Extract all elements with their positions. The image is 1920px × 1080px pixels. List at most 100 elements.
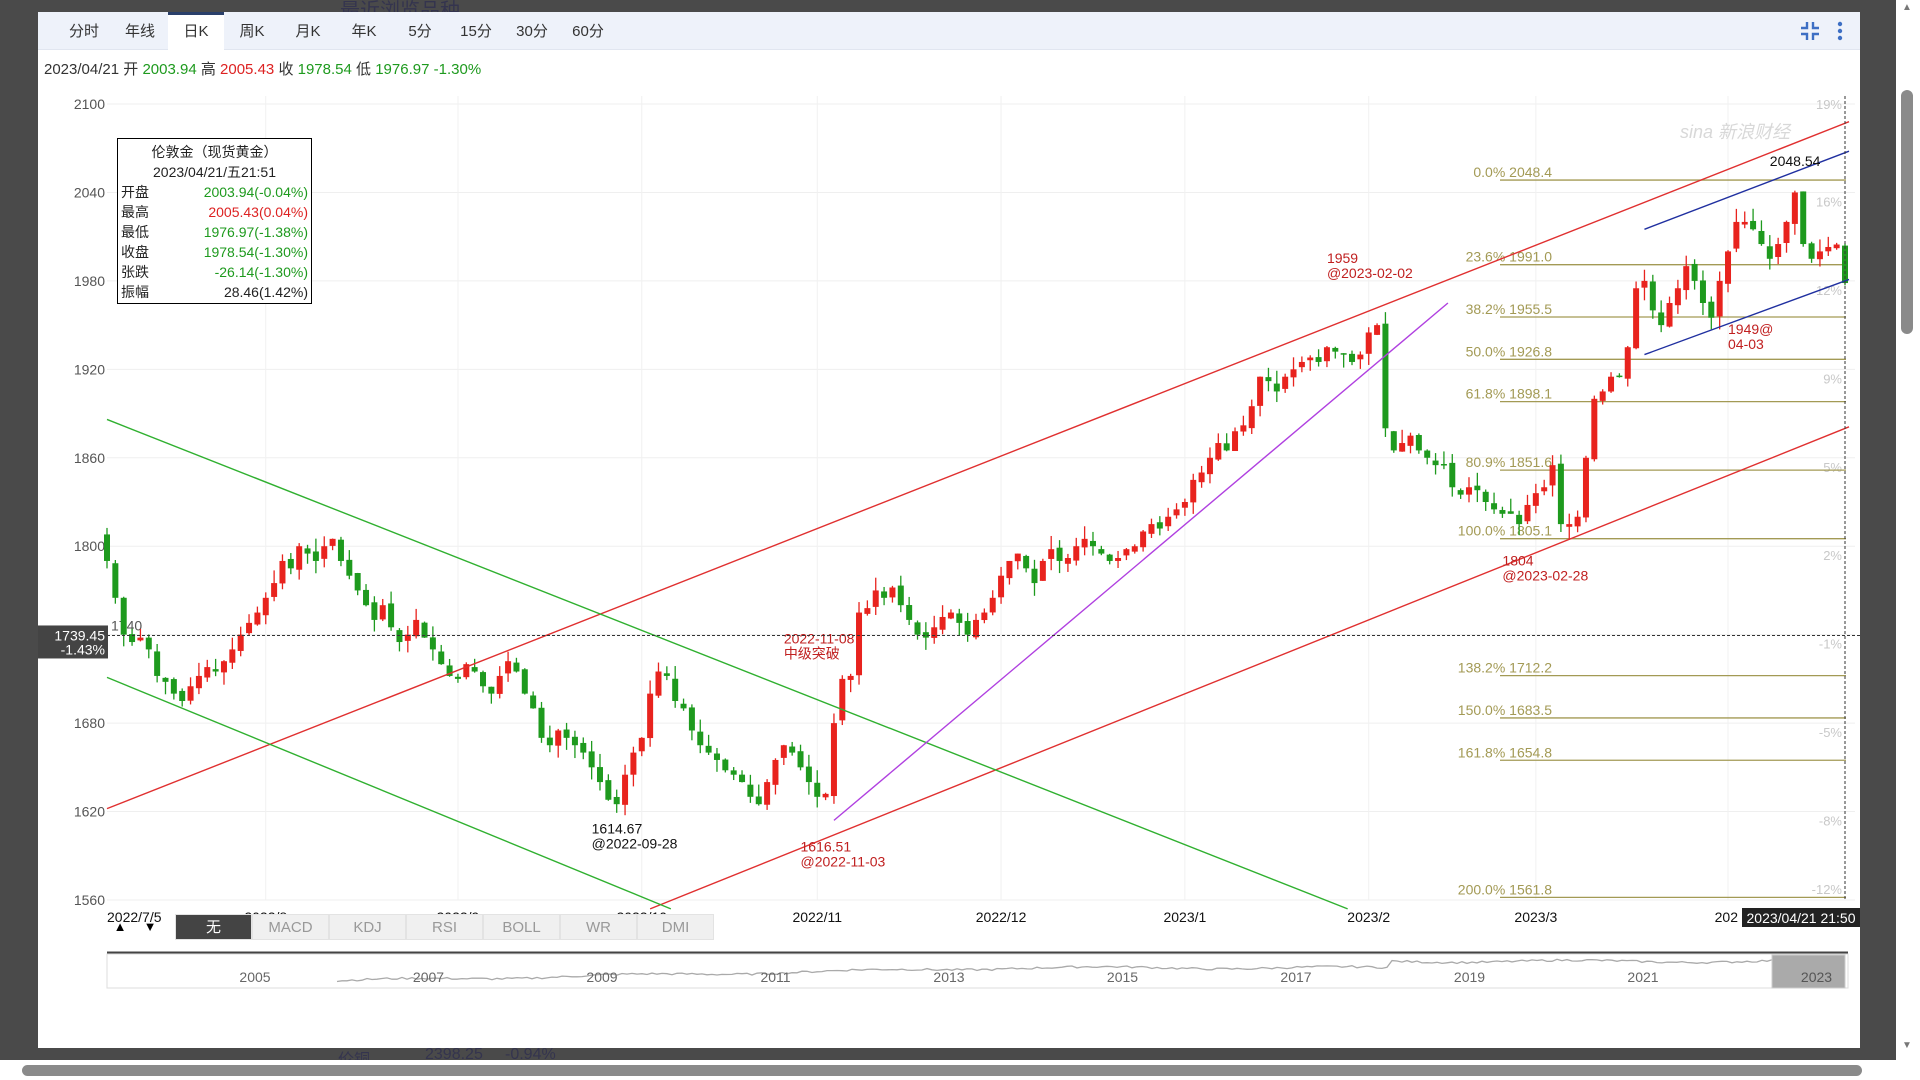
trend-line[interactable] (106, 418, 1348, 910)
candle-body (396, 630, 403, 643)
scroll-down-icon[interactable]: ▼ (1902, 1040, 1912, 1051)
fib-label: 161.8% 1654.8 (1458, 744, 1552, 760)
candle-body (413, 619, 420, 637)
candle-body (571, 736, 578, 746)
candle-body (129, 634, 136, 643)
candle-body (822, 793, 829, 798)
tab-1[interactable]: 年线 (124, 23, 155, 40)
more-vertical-icon[interactable] (1828, 19, 1852, 43)
candle-body (922, 632, 929, 638)
navigator[interactable] (106, 953, 1849, 989)
candle-body (1198, 472, 1205, 483)
vertical-scroll-thumb[interactable] (1901, 90, 1913, 334)
tab-0[interactable]: 分时 (68, 23, 99, 40)
scroll-up-arrow[interactable]: ▲ (113, 919, 127, 934)
candle-body (1474, 485, 1481, 491)
candle-body (638, 737, 645, 752)
indicator-tab-kdj[interactable]: KDJ (329, 914, 406, 940)
candle-body (747, 784, 754, 797)
tab-2[interactable]: 日K (168, 12, 224, 50)
x-tick-label: 202 (1715, 909, 1739, 925)
candle-body (780, 745, 787, 758)
candle-body (889, 587, 896, 598)
tooltip-row: 张跌 -26.14(-1.30%) (121, 262, 308, 282)
ohlc-info-line: 2023/04/21 开 2003.94 高 2005.43 收 1978.54… (44, 58, 481, 79)
indicator-tab-无[interactable]: 无 (175, 914, 252, 940)
indicator-tab-boll[interactable]: BOLL (483, 914, 560, 940)
candle-body (1156, 522, 1163, 529)
candle-body (346, 559, 353, 576)
candle-body (1123, 549, 1130, 556)
candle-body (739, 774, 746, 783)
candle-body (1215, 443, 1222, 460)
tooltip-value: 28.46(1.42%) (223, 284, 308, 300)
candle-body (187, 686, 194, 701)
trend-line[interactable] (106, 121, 1850, 810)
y-tick-label: 1620 (74, 804, 105, 820)
indicator-tab-macd[interactable]: MACD (252, 914, 329, 940)
candle-body (312, 551, 319, 561)
indicator-tab-rsi[interactable]: RSI (406, 914, 483, 940)
tooltip-row: 最低 1976.97(-1.38%) (121, 222, 308, 242)
compress-icon[interactable] (1798, 19, 1822, 43)
candle-body (1315, 357, 1322, 362)
candle-body (1725, 251, 1732, 284)
indicator-tab-wr[interactable]: WR (560, 914, 637, 940)
trend-line[interactable] (1644, 278, 1850, 356)
horizontal-scroll-thumb[interactable] (22, 1065, 1862, 1076)
scroll-down-arrow[interactable]: ▼ (143, 919, 157, 934)
tooltip-label: 最低 (121, 224, 149, 240)
y-tick-label: 1800 (74, 538, 105, 554)
annotation-label: 1959 (1327, 250, 1358, 266)
candle-body (1031, 568, 1038, 584)
info-close: 1978.54 (297, 61, 352, 78)
x-tick-label: 2022/12 (976, 909, 1027, 925)
pct-tick-label: 2% (1823, 548, 1842, 563)
tab-9[interactable]: 60分 (572, 23, 604, 40)
candle-body (1399, 443, 1406, 452)
trend-line[interactable] (649, 426, 1850, 910)
candle-body (371, 602, 378, 620)
tab-3[interactable]: 周K (239, 23, 265, 40)
background-row-change: -0.94% (505, 1046, 556, 1063)
trend-line[interactable] (106, 676, 672, 910)
navigator-price-line (336, 958, 1838, 983)
tooltip-datetime: 2023/04/21/五21:51 (153, 164, 276, 180)
x-tick-label: 2023/1 (1163, 909, 1206, 925)
candle-body (1440, 464, 1447, 466)
horizontal-scrollbar[interactable] (0, 1060, 1920, 1080)
candle-body (421, 622, 428, 638)
candle-body (1056, 547, 1063, 561)
sina-watermark-logo: sina 新浪财经 (1680, 122, 1792, 142)
candle-body (1039, 560, 1046, 581)
candle-body (296, 546, 303, 570)
candle-body (1240, 425, 1247, 432)
candle-body (388, 603, 395, 628)
tab-4[interactable]: 月K (295, 23, 321, 40)
info-low: 1976.97 (375, 61, 430, 78)
tooltip-label: 张跌 (121, 264, 149, 280)
vertical-scrollbar[interactable]: ▲ ▼ (1896, 0, 1920, 1060)
y-tick-label: 1560 (74, 892, 105, 908)
candle-body (647, 693, 654, 739)
candle-body (1541, 487, 1548, 492)
candle-body (1148, 524, 1155, 534)
trend-line[interactable] (1644, 150, 1850, 230)
candle-body (789, 746, 796, 753)
candle-body (179, 690, 186, 701)
candle-body (1273, 383, 1280, 392)
candle-body (1808, 243, 1815, 259)
tab-7[interactable]: 15分 (460, 23, 492, 40)
candle-body (1775, 244, 1782, 257)
navigator-selection[interactable] (1771, 954, 1846, 989)
tab-8[interactable]: 30分 (516, 23, 548, 40)
trend-line[interactable] (833, 302, 1449, 821)
scroll-up-icon[interactable]: ▲ (1902, 2, 1912, 13)
candle-body (1098, 549, 1105, 554)
candle-body (463, 664, 470, 678)
indicator-tab-dmi[interactable]: DMI (637, 914, 714, 940)
tab-6[interactable]: 5分 (408, 23, 432, 40)
period-toolbar: 分时 年线 日K 周K 月K 年K 5分 15分 30分 60分 (38, 12, 1860, 50)
tab-5[interactable]: 年K (351, 23, 377, 40)
